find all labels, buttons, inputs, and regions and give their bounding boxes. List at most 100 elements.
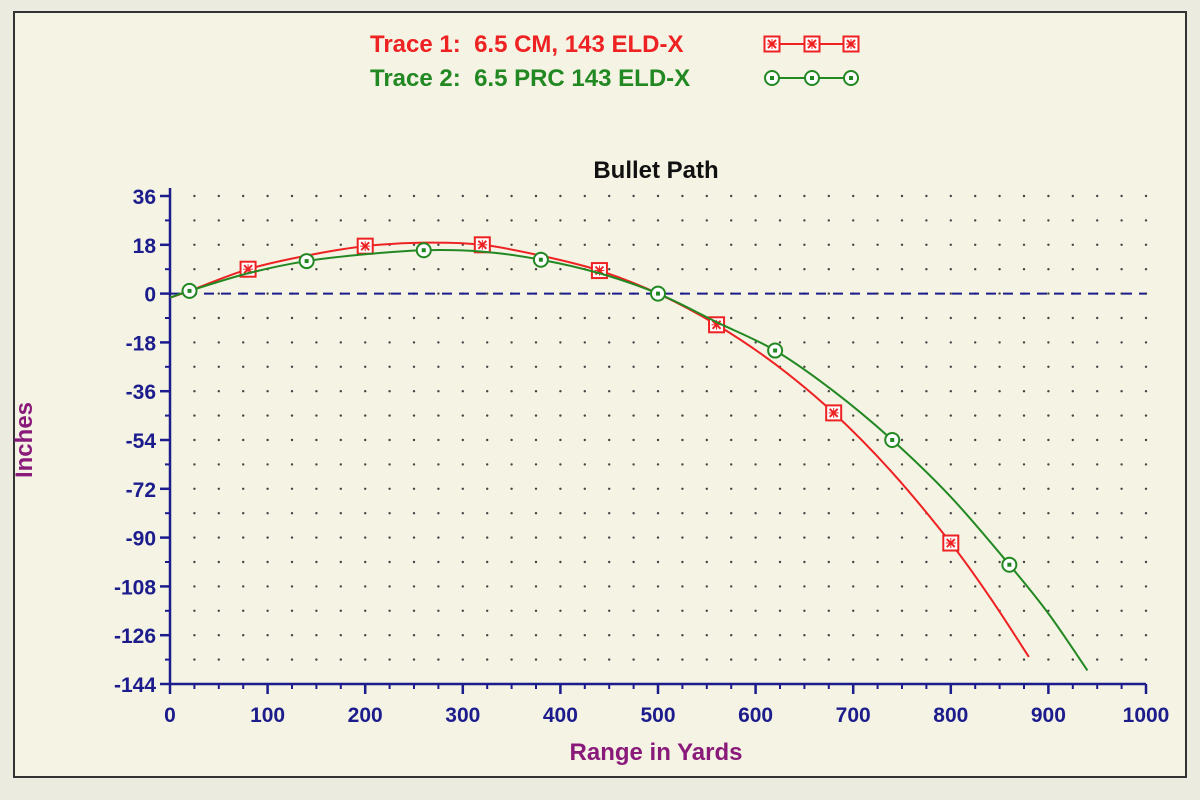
grid-dot <box>437 243 440 246</box>
grid-dot <box>583 243 586 246</box>
grid-dot <box>681 194 684 198</box>
grid-dot <box>803 390 806 393</box>
grid-dot <box>315 438 318 442</box>
grid-dot <box>412 634 416 637</box>
grid-dot <box>681 536 684 539</box>
grid-dot <box>730 487 733 490</box>
grid-dot <box>608 316 611 320</box>
grid-dot <box>754 585 757 588</box>
grid-dot <box>1047 512 1050 515</box>
grid-dot <box>827 341 830 344</box>
grid-dot <box>925 658 928 661</box>
grid-dot <box>1022 243 1026 246</box>
grid-dot <box>315 268 318 271</box>
grid-dot <box>1071 414 1075 417</box>
grid-dot <box>998 292 1001 295</box>
grid-dot <box>1120 219 1123 222</box>
grid-dot <box>876 658 879 661</box>
grid-dot <box>803 658 806 661</box>
grid-dot <box>778 194 782 198</box>
grid-dot <box>266 194 269 198</box>
grid-dot <box>364 536 367 539</box>
grid-dot <box>510 194 513 198</box>
grid-dot <box>266 390 269 393</box>
grid-dot <box>827 365 830 368</box>
grid-dot <box>559 316 562 320</box>
grid-dot <box>193 560 196 564</box>
grid-dot <box>778 536 782 539</box>
grid-dot <box>461 438 464 442</box>
legend-symbol-trace-1 <box>763 35 860 53</box>
grid-dot <box>1096 414 1099 417</box>
grid-dot <box>266 536 269 539</box>
grid-dot <box>486 463 489 466</box>
grid-dot <box>461 487 464 490</box>
grid-dot <box>608 463 611 466</box>
grid-dot <box>1022 487 1026 490</box>
grid-dot <box>583 658 586 661</box>
x-tick-label: 800 <box>933 704 968 727</box>
legend-label-trace-2: Trace 2: 6.5 PRC 143 ELD-X <box>370 65 690 92</box>
grid-dot <box>559 390 562 393</box>
grid-dot <box>998 634 1001 637</box>
grid-dot <box>461 414 464 417</box>
grid-dot <box>534 512 538 515</box>
square-x-marker <box>763 35 781 53</box>
grid-dot <box>656 487 660 490</box>
grid-dot <box>217 414 220 417</box>
grid-dot <box>364 390 367 393</box>
grid-dot <box>949 634 952 637</box>
grid-dot <box>900 463 904 466</box>
grid-dot <box>388 585 391 588</box>
grid-dot <box>754 414 757 417</box>
grid-dot <box>949 585 952 588</box>
grid-dot <box>1144 438 1148 442</box>
grid-dot <box>290 268 294 271</box>
grid-dot <box>1120 585 1123 588</box>
grid-dot <box>900 194 904 198</box>
grid-dot <box>266 560 269 564</box>
grid-dot <box>1096 609 1099 612</box>
grid-dot <box>461 219 464 222</box>
grid-dot <box>510 609 513 612</box>
grid-dot <box>510 634 513 637</box>
grid-dot <box>974 316 977 320</box>
grid-dot <box>705 268 708 271</box>
grid-dot <box>339 560 342 564</box>
grid-dot <box>315 341 318 344</box>
grid-dot <box>925 634 928 637</box>
grid-dot <box>388 365 391 368</box>
grid-dot <box>730 243 733 246</box>
grid-dot <box>388 268 391 271</box>
grid-dot <box>608 536 611 539</box>
grid-dot <box>949 438 952 442</box>
grid-dot <box>949 341 952 344</box>
grid-dot <box>730 585 733 588</box>
circle-dot-marker <box>650 285 666 302</box>
grid-dot <box>925 316 928 320</box>
chart-frame <box>13 11 1187 778</box>
x-tick-label: 600 <box>738 704 773 727</box>
grid-dot <box>339 365 342 368</box>
grid-dot <box>974 414 977 417</box>
grid-dot <box>1096 316 1099 320</box>
circle-dot-marker <box>767 342 784 359</box>
grid-dot <box>559 268 562 271</box>
grid-dot <box>827 487 830 490</box>
grid-dot <box>486 487 489 490</box>
grid-dot <box>656 609 660 612</box>
grid-dot <box>827 560 830 564</box>
grid-dot <box>583 585 586 588</box>
grid-dot <box>1144 194 1148 198</box>
grid-dot <box>778 634 782 637</box>
grid-dot <box>608 560 611 564</box>
grid-dot <box>827 585 830 588</box>
grid-dot <box>1071 341 1075 344</box>
grid-dot <box>998 585 1001 588</box>
grid-dot <box>315 414 318 417</box>
grid-dot <box>705 512 708 515</box>
grid-dot <box>388 390 391 393</box>
grid-dot <box>1047 194 1050 198</box>
grid-dot <box>534 194 538 198</box>
